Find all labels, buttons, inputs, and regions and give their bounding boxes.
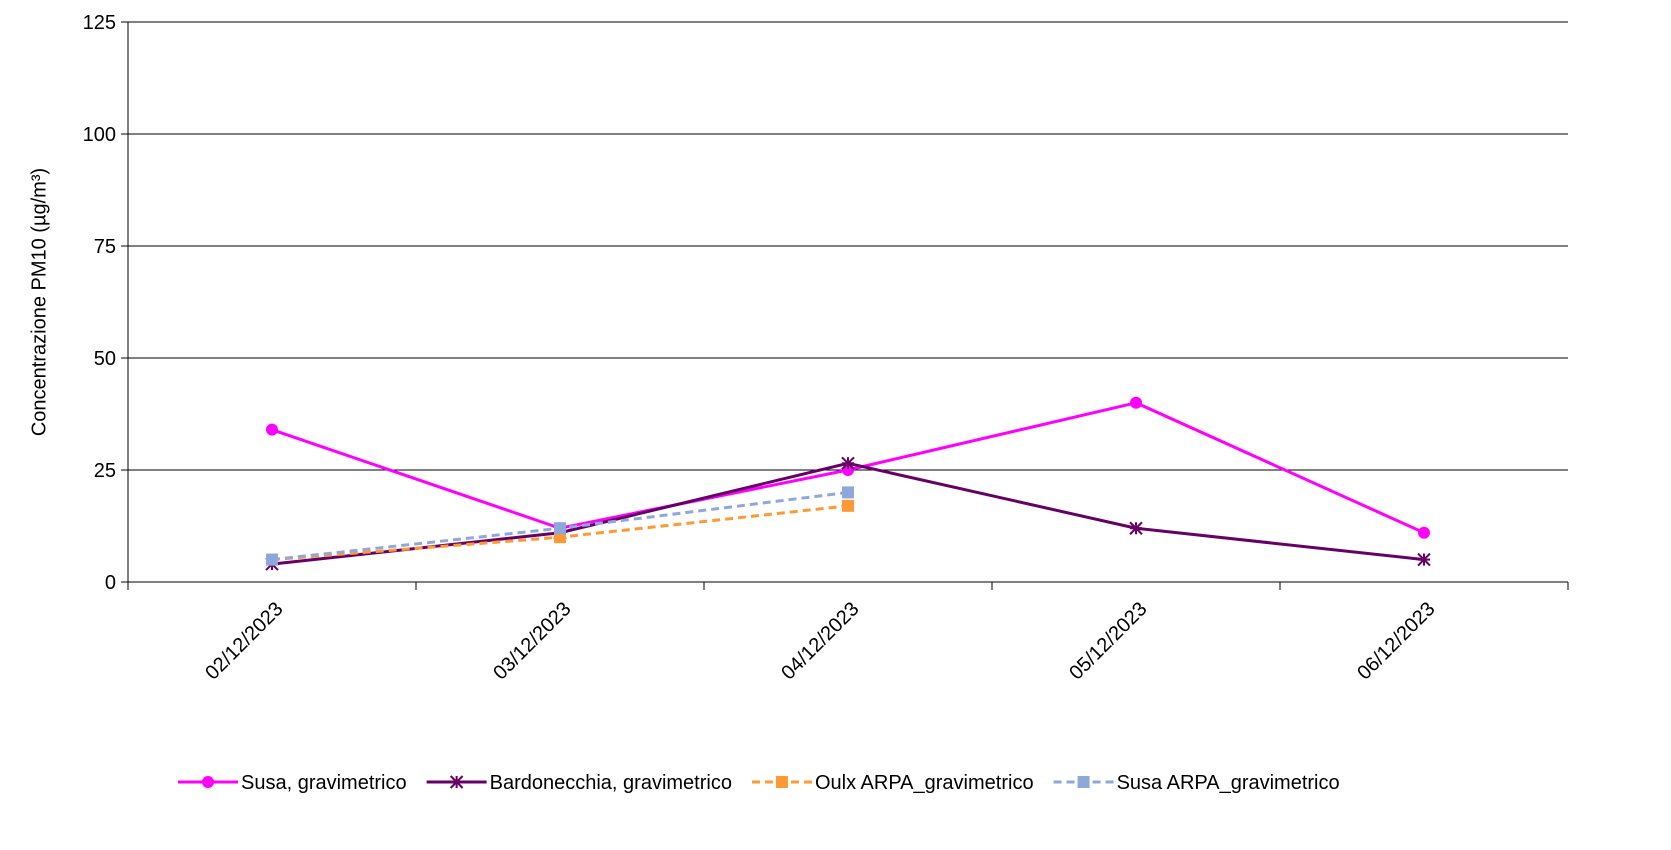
axes: 0 25 50 75 100 125 02/12/2023 03/12/2023 04/12/2… — [83, 12, 1569, 684]
y-tick-label: 50 — [94, 348, 116, 370]
data-point — [842, 486, 854, 499]
data-point — [554, 522, 566, 535]
y-tick-label: 125 — [83, 12, 116, 34]
y-tick-label: 100 — [83, 124, 116, 146]
legend-item: Bardonecchia, gravimetrico — [426, 772, 732, 794]
legend-item: Susa ARPA_gravimetrico — [1053, 772, 1340, 794]
legend-label: Susa ARPA_gravimetrico — [1117, 772, 1340, 794]
data-point — [1417, 552, 1431, 567]
legend-item: Oulx ARPA_gravimetrico — [751, 772, 1034, 794]
data-point — [1077, 776, 1090, 788]
series-line — [271, 461, 1425, 566]
data-point — [266, 553, 278, 566]
legend-label: Oulx ARPA_gravimetrico — [815, 772, 1034, 794]
x-tick-label: 04/12/2023 — [777, 598, 863, 684]
data-point — [775, 776, 788, 788]
legend-item: Susa, gravimetrico — [178, 772, 407, 794]
data-point — [842, 499, 854, 512]
series-group — [265, 396, 1431, 571]
data-point — [266, 423, 278, 436]
y-tick-label: 75 — [94, 236, 116, 258]
data-point — [449, 775, 464, 789]
data-point — [841, 456, 855, 470]
x-tick-label: 06/12/2023 — [1353, 598, 1439, 684]
gridlines — [128, 21, 1568, 471]
x-tick-label: 02/12/2023 — [201, 598, 287, 684]
data-point — [1129, 521, 1143, 535]
data-point — [202, 776, 214, 788]
legend: Susa, gravimetrico Bardonecchia, gravimet… — [178, 772, 1340, 794]
y-tick-label: 25 — [94, 460, 116, 482]
series-susa-arpa-gravimetrico — [266, 486, 854, 566]
legend-label: Bardonecchia, gravimetrico — [490, 772, 732, 794]
y-tick-label: 0 — [105, 572, 116, 594]
x-tick-label: 05/12/2023 — [1065, 598, 1151, 684]
x-tick-label: 03/12/2023 — [489, 598, 575, 684]
y-axis-title: Concentrazione PM10 (µg/m³) — [28, 168, 50, 436]
legend-label: Susa, gravimetrico — [241, 772, 407, 794]
data-point — [1130, 396, 1142, 409]
data-point — [1418, 526, 1430, 539]
